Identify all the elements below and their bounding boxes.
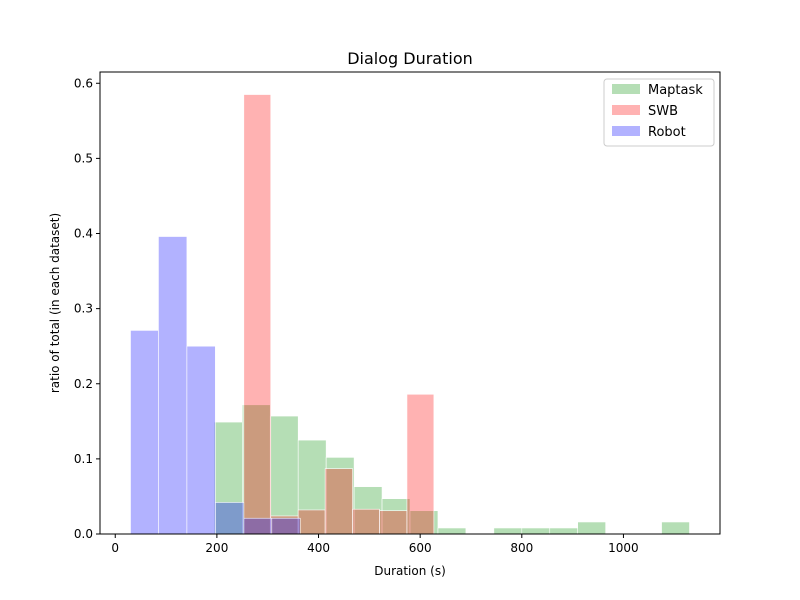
bar-swb-6 — [406, 393, 435, 535]
y-tick-label: 0.0 — [74, 527, 93, 541]
bar-robot-5 — [271, 517, 301, 535]
bar-swb-0 — [243, 94, 272, 535]
legend-swatch-maptask — [612, 84, 640, 94]
legend-swatch-robot — [612, 126, 640, 136]
legend-swatch-swb — [612, 105, 640, 115]
y-tick-label: 0.5 — [74, 151, 93, 165]
plot-frame — [99, 71, 721, 535]
bar-maptask-11 — [549, 527, 579, 535]
y-tick-label: 0.4 — [74, 227, 93, 241]
bar-swb-4 — [352, 508, 380, 535]
y-axis-ticks: 0.0 0.1 0.2 0.3 0.4 0.5 0.6 — [74, 76, 100, 541]
bar-maptask-2 — [269, 415, 299, 535]
bar-swb-5 — [379, 510, 408, 535]
y-tick-label: 0.1 — [74, 452, 93, 466]
bar-robot-0 — [130, 330, 159, 535]
legend: Maptask SWB Robot — [603, 78, 715, 147]
legend-label-swb: SWB — [648, 104, 678, 119]
x-tick-label: 1000 — [608, 541, 639, 555]
bar-swb-3 — [324, 468, 353, 535]
bar-maptask-8 — [437, 527, 467, 535]
bar-maptask-10 — [521, 527, 551, 535]
x-tick-label: 800 — [510, 541, 533, 555]
bar-robot-3 — [215, 502, 245, 535]
x-tick-label: 200 — [205, 541, 228, 555]
bar-robot-1 — [158, 236, 188, 535]
bar-maptask-5 — [353, 486, 383, 535]
x-axis-ticks: 0 200 400 600 800 1000 — [111, 534, 639, 555]
bar-maptask-13 — [661, 521, 690, 535]
y-tick-label: 0.6 — [74, 76, 93, 90]
bars-layer — [130, 94, 690, 535]
legend-label-robot: Robot — [648, 125, 686, 140]
bar-maptask-1 — [241, 404, 271, 535]
bar-robot-4 — [243, 517, 273, 535]
x-axis-label: Duration (s) — [374, 564, 446, 578]
bar-robot-2 — [186, 345, 216, 535]
bar-maptask-0 — [214, 421, 243, 535]
chart-title: Dialog Duration — [347, 49, 473, 68]
y-axis-label: ratio of total (in each dataset) — [48, 213, 62, 393]
legend-box — [603, 78, 715, 147]
bar-maptask-3 — [297, 439, 327, 535]
x-tick-label: 0 — [111, 541, 119, 555]
bar-maptask-9 — [493, 527, 523, 535]
y-tick-label: 0.3 — [74, 302, 93, 316]
y-tick-label: 0.2 — [74, 377, 93, 391]
x-tick-label: 400 — [307, 541, 330, 555]
legend-label-maptask: Maptask — [648, 83, 703, 98]
x-tick-label: 600 — [409, 541, 432, 555]
bar-swb-2 — [297, 509, 326, 535]
bar-maptask-12 — [577, 521, 606, 535]
